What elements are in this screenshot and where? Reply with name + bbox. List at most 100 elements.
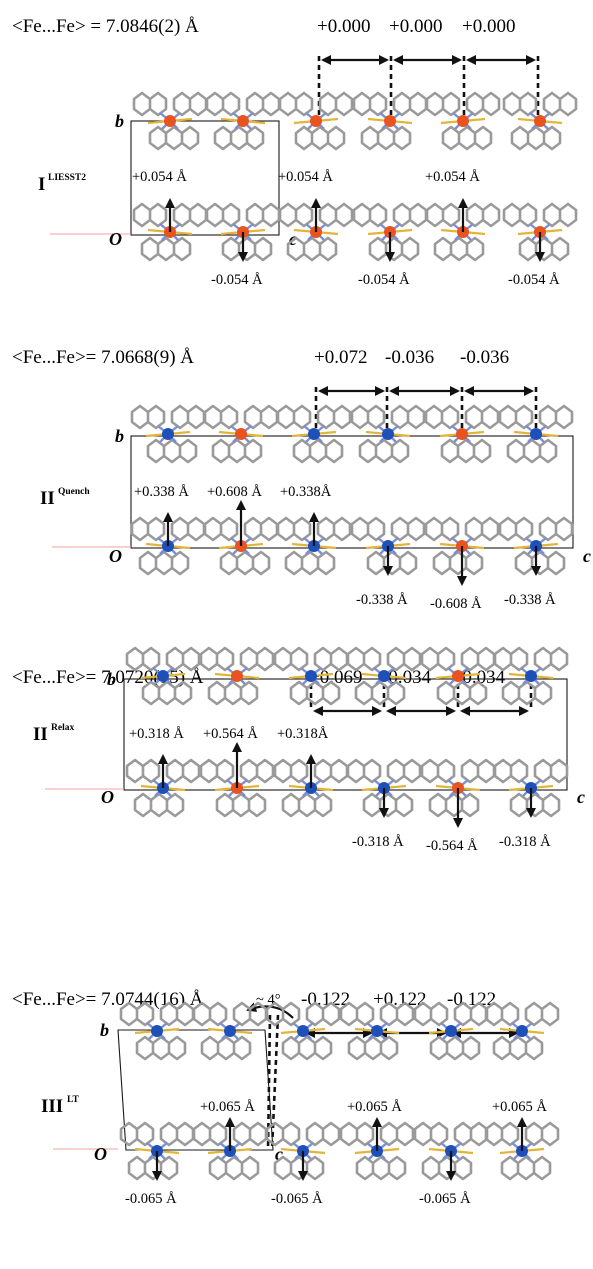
- axis-origin: O: [109, 229, 122, 249]
- column-offset: +0.000: [317, 16, 370, 37]
- column-offset: +0.000: [462, 16, 515, 37]
- axis-b: b: [107, 669, 116, 689]
- down-displacement-label: -0.054 Å: [211, 272, 263, 288]
- down-displacement-label: -0.564 Å: [426, 838, 478, 854]
- column-offset: +0.069: [309, 667, 362, 688]
- fe-complex: [420, 646, 496, 706]
- axis-c: c: [577, 787, 585, 807]
- axis-origin: O: [101, 787, 114, 807]
- fe-high-spin-atom: [235, 428, 247, 440]
- fe-complex: [192, 1001, 268, 1061]
- fe-fe-distance: <Fe...Fe> = 7.0846(2) Å: [12, 16, 199, 37]
- up-displacement-label: +0.338Å: [280, 484, 332, 500]
- column-offset: -0.036: [460, 347, 509, 368]
- fe-high-spin-atom: [231, 670, 243, 682]
- fe-complex: [352, 91, 428, 151]
- fe-complex: [484, 1001, 560, 1061]
- fe-high-spin-atom: [164, 115, 176, 127]
- fe-high-spin-atom: [310, 115, 322, 127]
- angle-line: [270, 1014, 280, 1151]
- column-offset: -0.034: [456, 667, 506, 688]
- fe-low-spin-atom: [382, 428, 394, 440]
- down-displacement-label: -0.338 Å: [504, 592, 556, 608]
- fe-low-spin-atom: [305, 670, 317, 682]
- up-displacement-label: +0.608 Å: [207, 484, 262, 500]
- fe-low-spin-atom: [308, 428, 320, 440]
- panel-label-superscript: Relax: [51, 723, 74, 733]
- down-displacement-label: -0.318 Å: [499, 834, 551, 850]
- up-displacement-label: +0.318Å: [277, 726, 329, 742]
- fe-low-spin-atom: [162, 428, 174, 440]
- up-displacement-label: +0.054 Å: [425, 169, 480, 185]
- fe-complex: [498, 404, 574, 464]
- up-displacement-label: +0.065 Å: [492, 1099, 547, 1115]
- fe-complex: [205, 91, 281, 151]
- fe-low-spin-atom: [516, 1025, 528, 1037]
- fe-fe-distance: <Fe...Fe>= 7.0668(9) Å: [12, 347, 194, 368]
- fe-low-spin-atom: [297, 1025, 309, 1037]
- column-offset: -0.036: [385, 347, 434, 368]
- down-displacement-label: -0.318 Å: [352, 834, 404, 850]
- panel-label: II: [33, 724, 48, 745]
- fe-complex: [130, 404, 206, 464]
- up-displacement-label: +0.318 Å: [129, 726, 184, 742]
- up-displacement-label: +0.054 Å: [132, 169, 187, 185]
- axis-origin: O: [109, 546, 122, 566]
- axis-b: b: [100, 1020, 109, 1040]
- axis-origin: O: [94, 1144, 107, 1164]
- panel-p1: <Fe...Fe> = 7.0846(2) Å +0.000 +0.000 +0.00…: [12, 16, 578, 288]
- down-displacement-label: -0.338 Å: [356, 592, 408, 608]
- column-offset: +0.000: [389, 16, 442, 37]
- axis-b: b: [115, 111, 124, 131]
- panel-label: I: [38, 174, 45, 195]
- fe-high-spin-atom: [534, 115, 546, 127]
- fe-low-spin-atom: [371, 1025, 383, 1037]
- fe-complex: [346, 646, 422, 706]
- down-displacement-label: -0.065 Å: [271, 1191, 323, 1207]
- fe-complex: [502, 91, 578, 151]
- unit-cell: [130, 120, 280, 236]
- fe-low-spin-atom: [445, 1025, 457, 1037]
- panel-label-superscript: LIESST2: [48, 173, 86, 183]
- fe-complex: [425, 91, 501, 151]
- axis-c: c: [583, 546, 591, 566]
- fe-high-spin-atom: [452, 670, 464, 682]
- fe-high-spin-atom: [384, 115, 396, 127]
- fe-high-spin-atom: [456, 428, 468, 440]
- fe-high-spin-atom: [457, 115, 469, 127]
- fe-complex: [125, 646, 201, 706]
- panel-p3: <Fe...Fe>= 7.0720(15) Å +0.069 -0.034 -0.03…: [12, 646, 585, 854]
- fe-complex: [132, 91, 208, 151]
- fe-complex: [276, 404, 352, 464]
- down-displacement-label: -0.608 Å: [430, 596, 482, 612]
- axis-b: b: [115, 426, 124, 446]
- fe-complex: [203, 404, 279, 464]
- fe-low-spin-atom: [151, 1025, 163, 1037]
- down-displacement-label: -0.054 Å: [508, 272, 560, 288]
- fe-complex: [424, 404, 500, 464]
- panel-p2: <Fe...Fe>= 7.0668(9) Å +0.072 -0.036 -0.036…: [12, 347, 591, 612]
- fe-high-spin-atom: [237, 115, 249, 127]
- fe-complex: [339, 1001, 415, 1061]
- fe-complex: [278, 91, 354, 151]
- panel-label: II: [40, 488, 55, 509]
- fe-complex: [273, 646, 349, 706]
- fe-low-spin-atom: [157, 670, 169, 682]
- up-displacement-label: +0.338 Å: [134, 484, 189, 500]
- unit-cell: [130, 435, 574, 549]
- axis-c: c: [275, 1144, 283, 1164]
- fe-low-spin-atom: [224, 1025, 236, 1037]
- fe-complex: [119, 1001, 195, 1061]
- fe-fe-distance: <Fe...Fe>= 7.0744(16) Å: [12, 989, 204, 1010]
- up-displacement-label: +0.054 Å: [278, 169, 333, 185]
- up-displacement-label: +0.065 Å: [347, 1099, 402, 1115]
- down-displacement-label: -0.065 Å: [419, 1191, 471, 1207]
- fe-complex: [199, 646, 275, 706]
- panel-p4: <Fe...Fe>= 7.0744(16) Å -0.122 +0.122 -0.12…: [12, 989, 560, 1207]
- panel-label-superscript: Quench: [58, 487, 90, 497]
- fe-low-spin-atom: [378, 670, 390, 682]
- down-displacement-label: -0.054 Å: [358, 272, 410, 288]
- fe-low-spin-atom: [525, 670, 537, 682]
- fe-low-spin-atom: [530, 428, 542, 440]
